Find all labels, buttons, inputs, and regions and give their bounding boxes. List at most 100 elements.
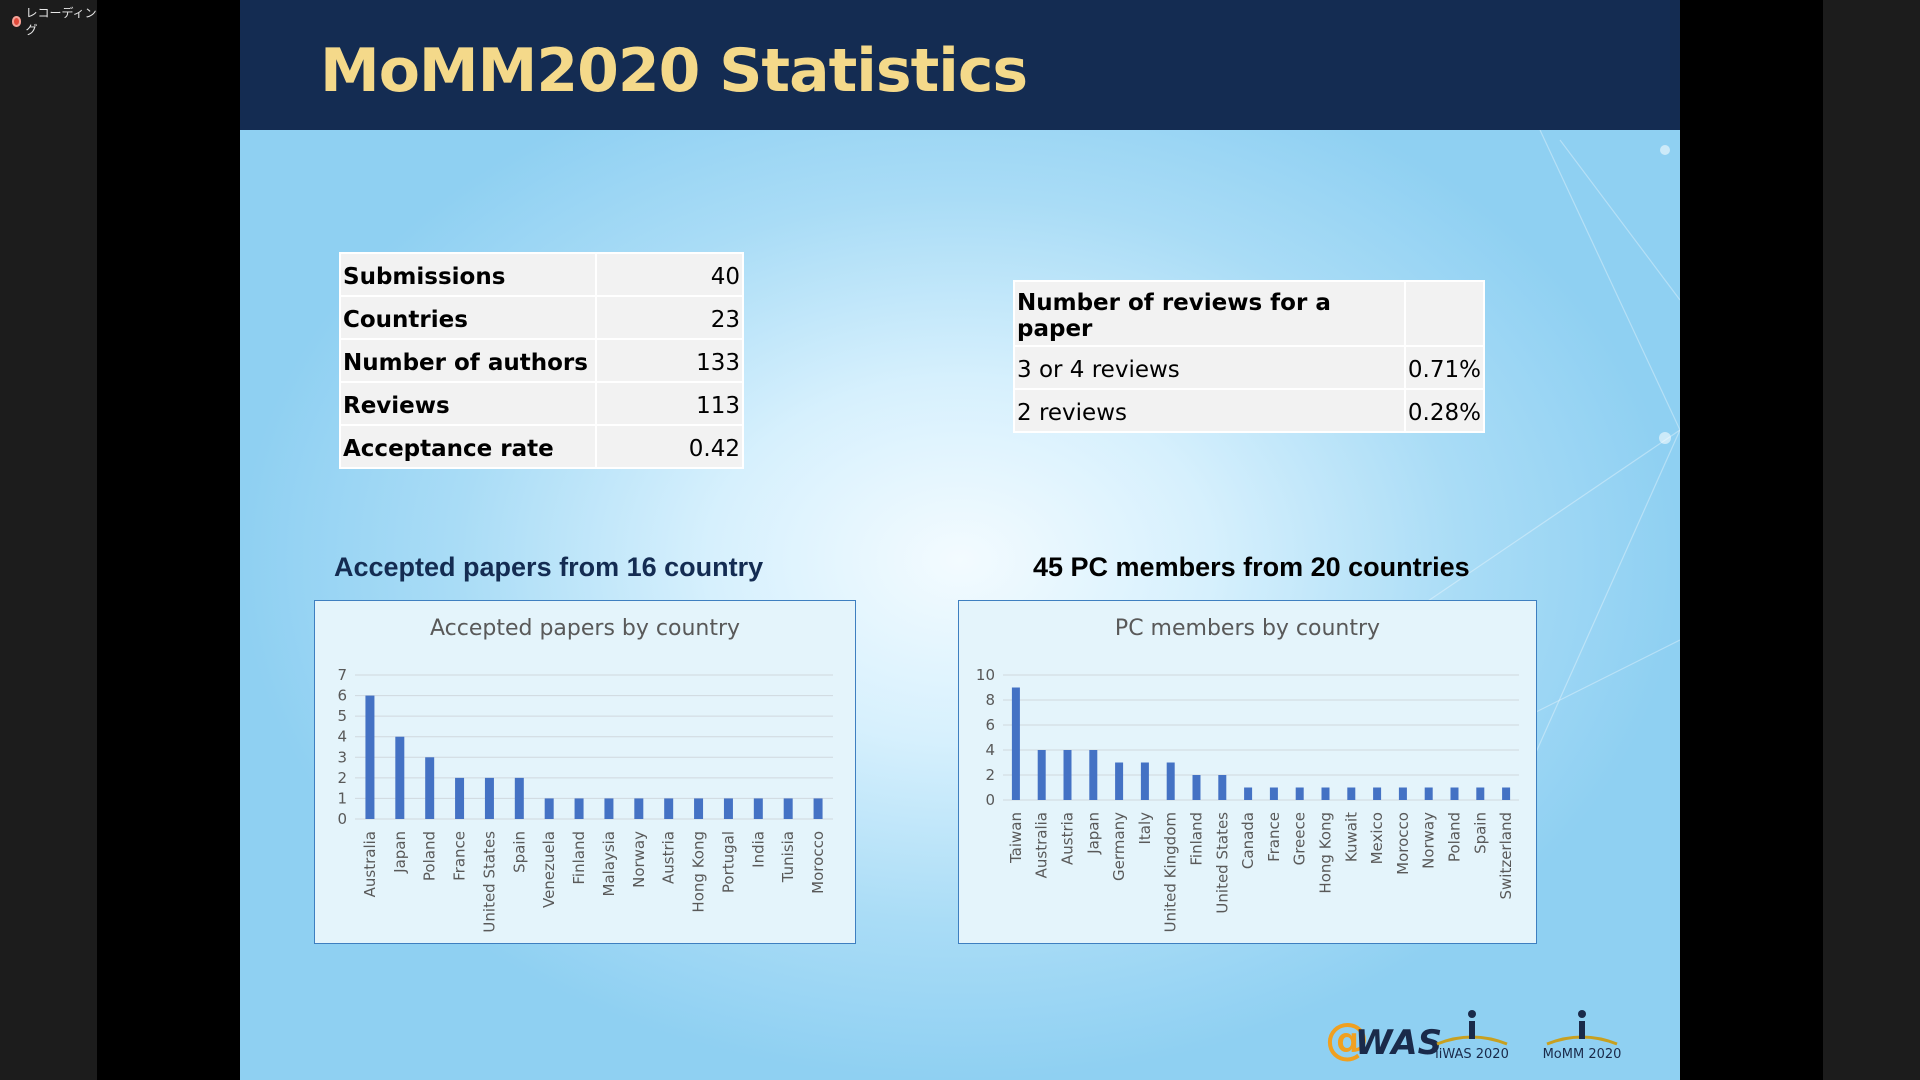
x-tick-label: Finland <box>1188 812 1206 866</box>
bar <box>395 736 405 819</box>
bar <box>544 798 554 819</box>
x-tick-label: Taiwan <box>1007 812 1025 864</box>
table-row: 3 or 4 reviews 0.71% <box>1013 345 1486 390</box>
x-tick-label: Canada <box>1239 812 1257 869</box>
bar <box>813 798 823 819</box>
bar <box>1166 762 1175 800</box>
bar <box>664 798 674 819</box>
accepted-papers-chart-svg: Accepted papers by country 0 1 2 3 4 5 6 7 Austra… <box>337 616 833 933</box>
left-letterbox: レコーディング <box>0 0 97 1080</box>
bar <box>1450 787 1459 800</box>
x-tick-label: Mexico <box>1368 812 1386 864</box>
x-tick-label: Portugal <box>719 831 737 893</box>
reviews-table-header-empty <box>1403 280 1486 347</box>
stat-label: Acceptance rate <box>339 424 597 469</box>
bar <box>634 798 644 819</box>
pc-members-chart: PC members by country 0 2 4 6 8 10 Taiwan Austra… <box>958 600 1537 944</box>
bar <box>1089 750 1098 800</box>
accepted-papers-chart: Accepted papers by country 0 1 2 3 4 5 6 7 Austra… <box>314 600 856 944</box>
x-tick-label: Australia <box>1033 812 1051 878</box>
y-tick-label: 7 <box>337 666 347 684</box>
iiwas-logo-text: iiWAS 2020 <box>1435 1047 1509 1062</box>
x-tick-label: France <box>451 831 469 881</box>
x-tick-label: United States <box>1213 812 1231 914</box>
y-tick-label: 0 <box>985 791 995 809</box>
x-tick-label: Spain <box>1471 812 1489 854</box>
chart-title: Accepted papers by country <box>430 616 740 641</box>
x-tick-label: Finland <box>570 831 588 885</box>
x-tick-label: Australia <box>361 831 379 897</box>
x-tick-label: Austria <box>660 831 678 884</box>
bar <box>1373 787 1382 800</box>
momm-logo: MoMM 2020 <box>1543 1010 1621 1062</box>
y-tick-label: 4 <box>985 741 995 759</box>
bar <box>753 798 763 819</box>
bar <box>1321 787 1330 800</box>
x-tick-label: Japan <box>1084 812 1102 855</box>
bar <box>723 798 733 819</box>
review-label: 3 or 4 reviews <box>1013 345 1406 390</box>
bar <box>1192 775 1201 800</box>
slide-title: MoMM2020 Statistics <box>320 36 1028 106</box>
bar <box>455 777 465 819</box>
y-tick-label: 2 <box>337 769 347 787</box>
stat-label: Submissions <box>339 252 597 297</box>
chart-title: PC members by country <box>1115 616 1380 641</box>
bar <box>604 798 614 819</box>
stat-value: 40 <box>595 252 744 297</box>
bar <box>1140 762 1149 800</box>
bar <box>1269 787 1278 800</box>
bar <box>1244 787 1253 800</box>
accepted-papers-heading: Accepted papers from 16 country <box>334 552 764 582</box>
x-tick-label: Venezuela <box>540 831 558 908</box>
x-tick-label: Spain <box>510 831 528 873</box>
table-row: Number of authors 133 <box>339 338 744 383</box>
reviews-table-header: Number of reviews for a paper <box>1013 280 1406 347</box>
x-tick-label: United States <box>480 831 498 933</box>
iiwas-logo: iiWAS 2020 <box>1435 1010 1509 1062</box>
bar <box>365 695 375 819</box>
x-tick-label: Hong Kong <box>690 831 708 913</box>
x-tick-label: Greece <box>1291 812 1309 865</box>
presentation-slide: MoMM2020 Statistics Submissions 40 Count… <box>240 0 1680 1080</box>
bar <box>783 798 793 819</box>
bar <box>1476 787 1485 800</box>
y-tick-label: 5 <box>337 707 347 725</box>
bar <box>1295 787 1304 800</box>
stat-value: 113 <box>595 381 744 426</box>
awas-logo: @ WAS <box>1325 1014 1442 1065</box>
bar <box>574 798 584 819</box>
x-tick-label: Switzerland <box>1497 812 1515 900</box>
y-tick-label: 4 <box>337 728 347 746</box>
x-tick-label: Morocco <box>1394 812 1412 875</box>
x-tick-label: India <box>749 831 767 868</box>
awas-logo-text: WAS <box>1355 1023 1442 1063</box>
bar <box>1398 787 1407 800</box>
bar <box>1502 787 1511 800</box>
conference-logos: @ WAS iiWAS 2020 MoMM 2020 <box>1325 1010 1621 1065</box>
stat-label: Countries <box>339 295 597 340</box>
x-tick-label: Italy <box>1136 812 1154 845</box>
y-tick-label: 0 <box>337 810 347 828</box>
y-tick-label: 3 <box>337 748 347 766</box>
table-row: 2 reviews 0.28% <box>1013 388 1486 433</box>
x-tick-label: Hong Kong <box>1317 812 1335 894</box>
bar <box>694 798 704 819</box>
x-tick-label: Norway <box>1420 812 1438 869</box>
x-tick-label: Norway <box>630 831 648 888</box>
bar <box>1347 787 1356 800</box>
x-tick-label: Poland <box>421 831 439 881</box>
recording-indicator: レコーディング <box>12 6 97 37</box>
bar <box>1115 762 1124 800</box>
stat-label: Reviews <box>339 381 597 426</box>
y-tick-label: 2 <box>985 766 995 784</box>
x-tick-label: Germany <box>1110 812 1128 881</box>
y-tick-label: 6 <box>337 687 347 705</box>
record-icon <box>12 15 22 27</box>
y-tick-label: 10 <box>976 666 995 684</box>
bar <box>1011 687 1020 800</box>
recording-label: レコーディング <box>25 6 97 37</box>
table-row: Countries 23 <box>339 295 744 340</box>
statistics-table: Submissions 40 Countries 23 Number of au… <box>339 252 744 469</box>
x-tick-label: United Kingdom <box>1162 812 1180 932</box>
